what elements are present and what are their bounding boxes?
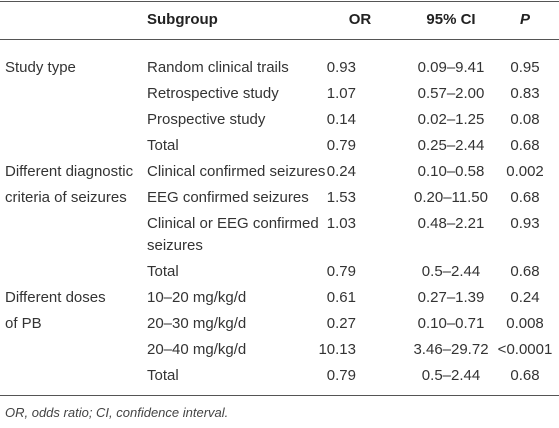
subgroup-cell: Total <box>147 137 179 154</box>
value-cell: 0.008 <box>506 315 544 332</box>
subgroup-cell: 20–40 mg/kg/d <box>147 341 247 358</box>
bottom-rule <box>0 395 559 396</box>
column-header: Subgroup <box>147 11 218 28</box>
value-cell: 0.27 <box>326 315 356 332</box>
column-header: OR <box>348 11 372 28</box>
subgroup-cell: Clinical confirmed seizures <box>147 163 326 180</box>
value-cell: 0.68 <box>510 137 540 154</box>
value-cell: 0.48–2.21 <box>417 215 485 232</box>
footnote: OR, odds ratio; CI, confidence interval. <box>5 405 229 420</box>
value-cell: 0.5–2.44 <box>421 263 481 280</box>
value-cell: 0.79 <box>326 137 356 154</box>
column-header: P <box>519 11 531 28</box>
value-cell: 0.93 <box>326 59 356 76</box>
group-label: of PB <box>5 315 42 332</box>
value-cell: 0.68 <box>510 189 540 206</box>
value-cell: 0.57–2.00 <box>417 85 485 102</box>
value-cell: 3.46–29.72 <box>413 341 489 358</box>
value-cell: 1.53 <box>326 189 356 206</box>
value-cell: 0.83 <box>510 85 540 102</box>
value-cell: 1.03 <box>326 215 356 232</box>
value-cell: 0.5–2.44 <box>421 367 481 384</box>
value-cell: 0.25–2.44 <box>417 137 485 154</box>
subgroup-cell: Total <box>147 367 179 384</box>
value-cell: 0.61 <box>326 289 356 306</box>
value-cell: 0.93 <box>510 215 540 232</box>
value-cell: 1.07 <box>326 85 356 102</box>
value-cell: 0.27–1.39 <box>417 289 485 306</box>
group-label: Different doses <box>5 289 106 306</box>
subgroup-cell: Total <box>147 263 179 280</box>
value-cell: 0.79 <box>326 367 356 384</box>
group-label: criteria of seizures <box>5 189 127 206</box>
group-label: Different diagnostic <box>5 163 134 180</box>
subgroup-cell: 10–20 mg/kg/d <box>147 289 247 306</box>
group-label: Study type <box>5 59 76 76</box>
value-cell: 10.13 <box>318 341 356 358</box>
value-cell: 0.79 <box>326 263 356 280</box>
subgroup-cell: 20–30 mg/kg/d <box>147 315 247 332</box>
value-cell: 0.68 <box>510 367 540 384</box>
value-cell: 0.14 <box>326 111 356 128</box>
subgroup-cell: Prospective study <box>147 111 266 128</box>
value-cell: 0.24 <box>326 163 356 180</box>
value-cell: 0.68 <box>510 263 540 280</box>
value-cell: 0.002 <box>506 163 544 180</box>
value-cell: 0.02–1.25 <box>417 111 485 128</box>
value-cell: 0.95 <box>510 59 540 76</box>
value-cell: 0.09–9.41 <box>417 59 485 76</box>
value-cell: 0.10–0.58 <box>417 163 485 180</box>
value-cell: <0.0001 <box>497 341 553 358</box>
value-cell: 0.20–11.50 <box>414 189 488 206</box>
header-rule <box>0 39 559 40</box>
column-header: 95% CI <box>426 11 476 28</box>
value-cell: 0.10–0.71 <box>417 315 485 332</box>
subgroup-cell: Retrospective study <box>147 85 279 102</box>
subgroup-cell: Clinical or EEG confirmed seizures <box>147 215 319 254</box>
value-cell: 0.24 <box>510 289 540 306</box>
subgroup-cell: EEG confirmed seizures <box>147 189 309 206</box>
value-cell: 0.08 <box>510 111 540 128</box>
subgroup-cell: Random clinical trails <box>147 59 289 76</box>
top-rule <box>0 1 559 2</box>
